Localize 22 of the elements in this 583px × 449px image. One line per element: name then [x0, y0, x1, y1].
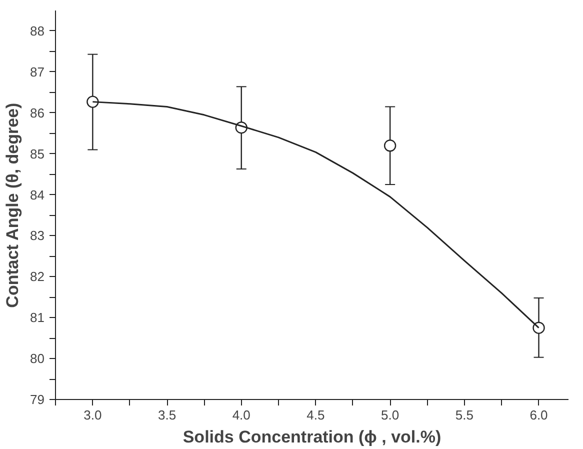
x-tick-label: 5.5: [455, 408, 474, 422]
x-axis-title: Solids Concentration (ϕ , vol.%): [182, 428, 442, 446]
y-tick-label: 85: [30, 146, 45, 162]
y-tick-label: 88: [30, 23, 45, 38]
y-tick-label: 84: [30, 187, 45, 202]
y-tick-label: 86: [30, 105, 45, 120]
x-tick-label: 3.5: [158, 408, 176, 422]
point: [384, 140, 396, 152]
x-tick-label: 6.0: [530, 408, 548, 422]
x-tick-label: 3.0: [84, 408, 102, 422]
y-tick-label: 82: [30, 269, 45, 284]
y-axis-title: Contact Angle (θ, degree): [3, 102, 22, 308]
y-tick-label: 81: [30, 310, 45, 326]
y-tick-label: 80: [30, 351, 45, 366]
point: [532, 322, 545, 334]
point: [86, 96, 99, 108]
y-tick-label: 87: [30, 64, 45, 80]
x-tick-label: 5.0: [381, 408, 400, 422]
x-tick-label: 4.5: [306, 408, 325, 422]
y-tick-label: 83: [30, 228, 45, 244]
y-tick-label: 79: [30, 392, 45, 407]
x-tick-label: 4.0: [232, 408, 250, 422]
